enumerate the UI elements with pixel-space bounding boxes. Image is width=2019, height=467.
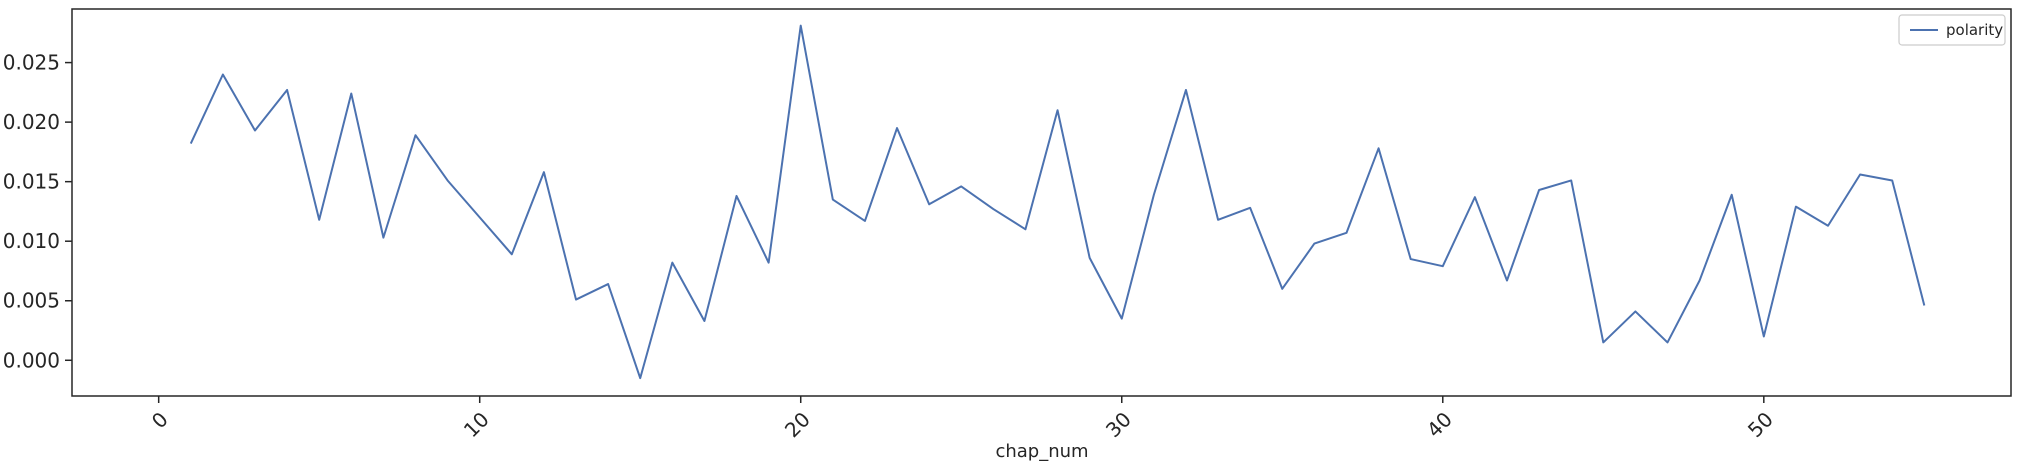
y-tick-label: 0.015 — [3, 170, 60, 194]
y-tick-label: 0.020 — [3, 110, 60, 134]
plot-frame — [71, 8, 2012, 397]
x-tick-label: 40 — [1422, 407, 1457, 442]
x-tick-label: 10 — [459, 407, 494, 442]
legend-box — [1898, 14, 2006, 46]
series-line-polarity — [189, 24, 1926, 380]
x-tick-label: 50 — [1743, 407, 1778, 442]
plot-area: 0.000 0.005 0.010 0.015 0.020 0.025 0 10 20 30 40 5… — [3, 8, 2012, 442]
x-tick-label: 20 — [780, 407, 815, 442]
x-tick-label: 30 — [1101, 407, 1136, 442]
y-tick-label: 0.005 — [3, 289, 60, 313]
y-tick-label: 0.010 — [3, 229, 60, 253]
x-axis-label: chap_num — [995, 441, 1088, 462]
legend: polarity — [1898, 14, 2006, 46]
x-tick-label: 0 — [147, 407, 173, 433]
y-tick-label: 0.000 — [3, 348, 60, 372]
y-tick-label: 0.025 — [3, 51, 60, 75]
legend-label-polarity: polarity — [1946, 21, 2003, 39]
